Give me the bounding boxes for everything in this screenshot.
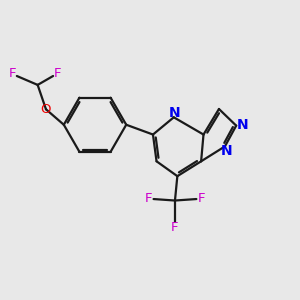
Text: N: N xyxy=(236,118,248,132)
Text: N: N xyxy=(220,145,232,158)
Text: F: F xyxy=(9,67,16,80)
Text: N: N xyxy=(169,106,181,120)
Text: F: F xyxy=(54,67,61,80)
Text: F: F xyxy=(198,192,205,205)
Text: F: F xyxy=(171,221,179,234)
Text: O: O xyxy=(40,103,50,116)
Text: F: F xyxy=(145,192,152,205)
